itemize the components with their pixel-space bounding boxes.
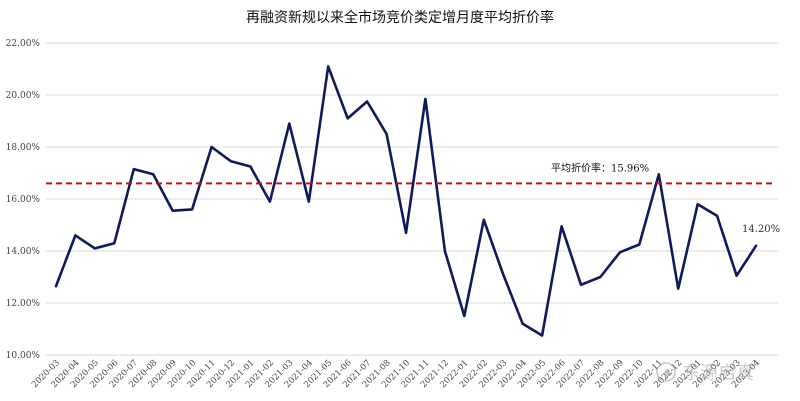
x-axis: 2020-032020-042020-052020-062020-072020-…	[30, 358, 762, 390]
gridlines	[46, 42, 778, 356]
y-tick-label: 12.00%	[6, 299, 41, 309]
end-value-label: 14.20%	[742, 224, 780, 235]
y-tick-label: 20.00%	[6, 91, 41, 101]
average-label: 平均折价率：15.96%	[551, 161, 649, 174]
series-line	[54, 65, 758, 337]
y-tick-label: 16.00%	[6, 195, 41, 205]
watermark-label: 东源启真	[682, 363, 754, 384]
chart-title: 再融资新规以来全市场竞价类定增月度平均折价率	[246, 9, 554, 26]
y-axis: 10.00% 12.00% 14.00% 16.00% 18.00% 20.00% 22.0…	[6, 39, 41, 361]
watermark: 东源启真	[656, 362, 754, 384]
y-tick-label: 18.00%	[6, 143, 41, 153]
y-tick-label: 22.00%	[6, 39, 41, 49]
weibo-logo-icon	[656, 362, 676, 382]
series-line-group	[54, 65, 758, 337]
y-tick-label: 10.00%	[6, 351, 41, 361]
y-tick-label: 14.00%	[6, 247, 41, 257]
average-line-group: 平均折价率：15.96%	[46, 161, 776, 185]
